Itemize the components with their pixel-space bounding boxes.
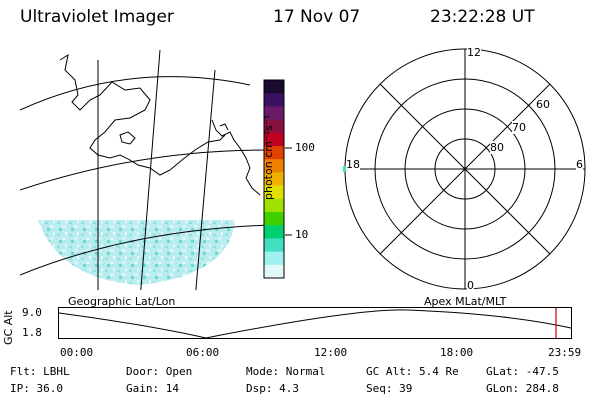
timeline-xtick-0000: 00:00: [60, 346, 94, 359]
color-bar-cell: [264, 264, 284, 279]
color-bar-cells: [263, 79, 285, 279]
graticule: [20, 49, 270, 290]
mlat-label-80: 80: [490, 141, 504, 154]
coastline: [59, 53, 261, 196]
color-bar-cell: [264, 93, 284, 107]
altitude-curve: [58, 309, 572, 339]
timeline-xtick-0600: 06:00: [186, 346, 220, 359]
colorbar-tick-10: 10: [295, 228, 309, 241]
color-bar-cell: [264, 185, 284, 200]
info-mode: Mode: Normal: [246, 365, 326, 378]
instrument-title: Ultraviolet Imager: [20, 7, 174, 27]
color-bar-cell: [264, 251, 284, 266]
info-filter: Flt: LBHL: [10, 365, 70, 378]
info-dsp: Dsp: 4.3: [246, 382, 299, 395]
mlt-label-0: 0: [467, 279, 474, 292]
info-glat: GLat: -47.5: [486, 365, 559, 378]
timeline-xtick-1200: 12:00: [314, 346, 348, 359]
info-ip: IP: 36.0: [10, 382, 63, 395]
mlat-label-70: 70: [512, 121, 526, 134]
colorbar-tick-100: 100: [295, 141, 315, 154]
color-bar-cell: [264, 119, 284, 134]
color-bar-cell: [264, 146, 284, 160]
geographic-map: [20, 49, 270, 290]
polar-data-sliver: [343, 166, 347, 172]
color-bar-cell: [264, 238, 284, 253]
time-label: 23:22:28 UT: [430, 7, 535, 27]
info-seq: Seq: 39: [366, 382, 413, 395]
info-glon: GLon: 284.8: [486, 382, 559, 395]
mlt-label-6: 6: [576, 158, 583, 171]
color-bar: [263, 79, 292, 279]
auroral-emission: [38, 220, 235, 285]
timeline-ytick-1.8: 1.8: [22, 326, 42, 339]
polar-plot: [343, 48, 586, 290]
color-bar-cell: [264, 132, 284, 147]
color-bar-cell: [264, 106, 284, 121]
color-bar-cell: [264, 80, 284, 94]
timeline-ytick-9: 9.0: [22, 306, 42, 319]
apex-coords-label: Apex MLat/MLT: [424, 295, 507, 308]
color-bar-cell: [264, 225, 284, 239]
info-door: Door: Open: [126, 365, 193, 378]
color-bar-cell: [264, 159, 284, 173]
info-gc-alt: GC Alt: 5.4 Re: [366, 365, 459, 378]
mlat-label-60: 60: [536, 98, 550, 111]
mlt-label-18: 18: [346, 158, 360, 171]
mlt-label-12: 12: [467, 46, 481, 59]
colorbar-unit-label: photon cm⁻²s⁻¹: [262, 114, 275, 200]
date-label: 17 Nov 07: [273, 7, 361, 27]
geo-coords-label: Geographic Lat/Lon: [68, 295, 176, 308]
timeline-xtick-2359: 23:59: [548, 346, 582, 359]
color-bar-cell: [264, 212, 284, 226]
orbit-altitude-plot: [58, 307, 572, 339]
info-gain: Gain: 14: [126, 382, 179, 395]
color-bar-frame: [263, 79, 285, 279]
color-bar-cell: [264, 172, 284, 187]
timeline-xtick-1800: 18:00: [440, 346, 474, 359]
color-bar-cell: [264, 198, 284, 213]
timeline-axis-title: GC Alt: [2, 310, 15, 345]
